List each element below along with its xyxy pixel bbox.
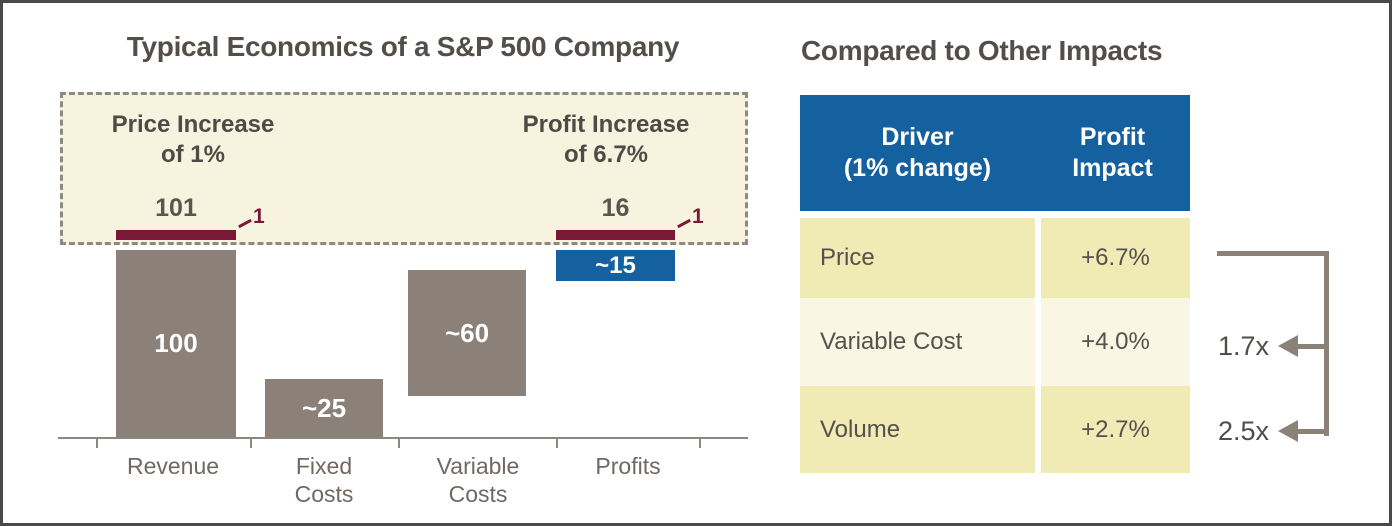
table-row-volume-driver: Volume bbox=[800, 386, 1035, 473]
fixed-costs-bar-value: ~25 bbox=[301, 392, 347, 423]
variable-costs-bar: ~60 bbox=[408, 270, 526, 396]
table-header: Driver (1% change) Profit Impact bbox=[800, 95, 1190, 211]
revenue-bar: 100 bbox=[116, 250, 236, 437]
multiplier-volume: 2.5x bbox=[1217, 416, 1269, 446]
x-axis-tick bbox=[699, 439, 701, 448]
table-header-driver: Driver (1% change) bbox=[843, 123, 992, 182]
bracket-vertical-line bbox=[1324, 251, 1329, 436]
x-label-variable-costs: Variable Costs bbox=[436, 453, 520, 507]
price-increase-note: Price Increase of 1% bbox=[78, 110, 308, 170]
profits-delta-bar bbox=[556, 230, 675, 240]
revenue-delta-bar bbox=[116, 230, 236, 240]
x-axis-tick bbox=[96, 439, 98, 448]
table-row-volume-impact: +2.7% bbox=[1041, 386, 1190, 473]
table-row-price-driver: Price bbox=[800, 218, 1035, 298]
multiplier-variable-cost: 1.7x bbox=[1217, 331, 1269, 361]
revenue-bar-value: 100 bbox=[154, 328, 198, 358]
price-increase-note-line2: of 1% bbox=[160, 141, 225, 168]
x-axis-tick bbox=[398, 439, 400, 448]
price-increase-annotation-box bbox=[60, 92, 748, 245]
profit-increase-note-line2: of 6.7% bbox=[563, 141, 649, 168]
x-axis-line bbox=[58, 437, 748, 439]
fixed-costs-bar: ~25 bbox=[265, 379, 383, 437]
profits-bar: ~15 bbox=[556, 250, 675, 281]
bracket-top-line bbox=[1217, 251, 1329, 256]
profits-total-label: 16 bbox=[601, 194, 630, 222]
revenue-delta-label: 1 bbox=[253, 205, 265, 228]
price-increase-note-line1: Price Increase bbox=[111, 111, 275, 138]
profit-increase-note-line1: Profit Increase bbox=[522, 111, 690, 138]
x-label-profits: Profits bbox=[595, 453, 661, 479]
table-header-profit-impact: Profit Impact bbox=[1072, 123, 1153, 182]
x-label-fixed-costs: Fixed Costs bbox=[294, 453, 354, 507]
revenue-total-label: 101 bbox=[155, 194, 197, 222]
table-row-variable-cost-impact: +4.0% bbox=[1041, 298, 1190, 386]
profits-delta-label: 1 bbox=[692, 205, 704, 228]
x-label-revenue: Revenue bbox=[126, 453, 220, 479]
bracket-stub-variable-cost bbox=[1296, 344, 1324, 349]
profits-bar-value: ~15 bbox=[595, 251, 636, 279]
arrow-left-icon bbox=[1278, 335, 1298, 357]
variable-costs-bar-value: ~60 bbox=[444, 317, 490, 348]
table-row-price-impact: +6.7% bbox=[1041, 218, 1190, 298]
x-axis-tick bbox=[250, 439, 252, 448]
arrow-left-icon bbox=[1278, 420, 1298, 442]
left-chart-title: Typical Economics of a S&P 500 Company bbox=[126, 31, 680, 62]
bracket-stub-volume bbox=[1296, 429, 1324, 434]
right-panel-title: Compared to Other Impacts bbox=[801, 35, 1163, 66]
table-row-variable-cost-driver: Variable Cost bbox=[800, 298, 1035, 386]
profit-increase-note: Profit Increase of 6.7% bbox=[481, 110, 731, 170]
x-axis-tick bbox=[556, 439, 558, 448]
